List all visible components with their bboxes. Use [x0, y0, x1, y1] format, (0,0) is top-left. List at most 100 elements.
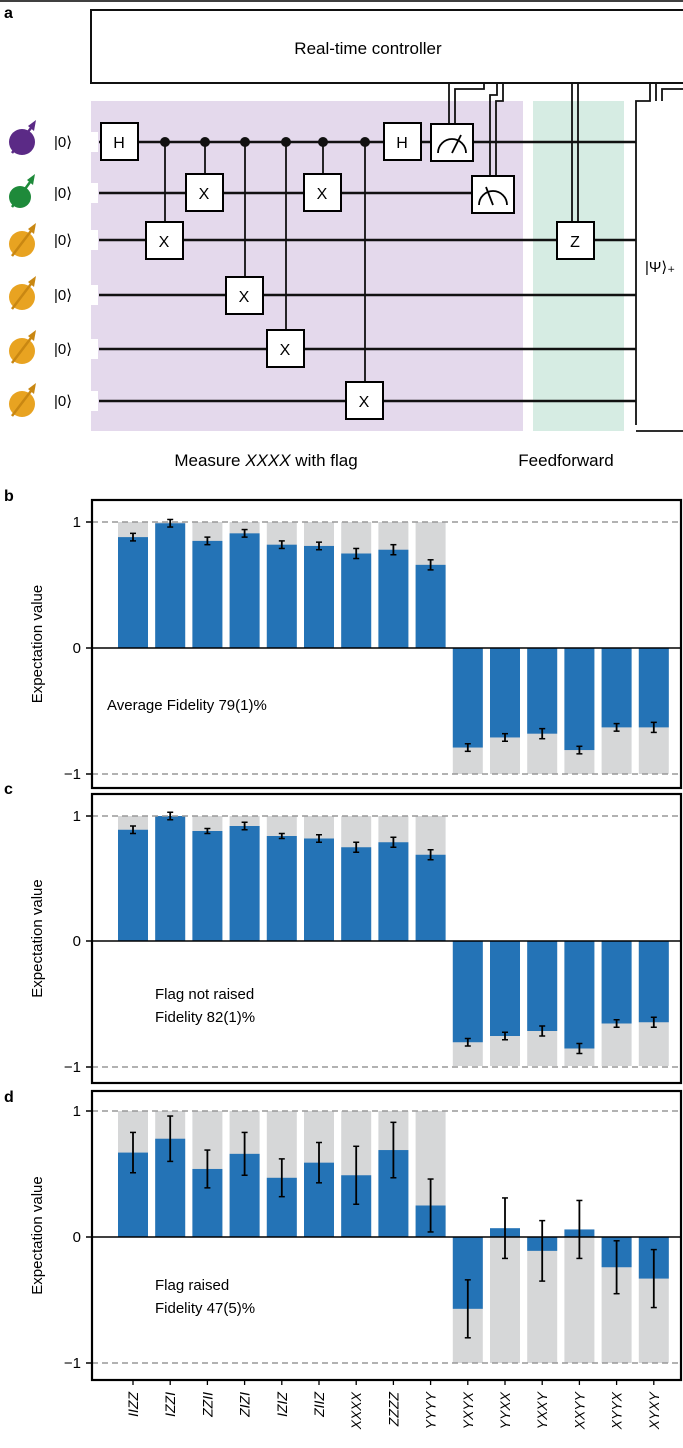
- svg-text:X: X: [199, 186, 210, 203]
- classical-wires: [448, 83, 683, 432]
- panel-label-c: c: [4, 781, 13, 798]
- gate-h-2: H: [383, 122, 422, 161]
- data-bar: [341, 847, 372, 941]
- svg-text:X: X: [359, 394, 370, 411]
- y-axis-label: Expectation value: [29, 585, 46, 703]
- data-bar: [638, 941, 669, 1023]
- qubit-sphere-icon: [9, 276, 36, 310]
- data-bar: [229, 826, 260, 941]
- data-bar: [341, 553, 372, 648]
- meter-icon: [430, 123, 474, 162]
- x-tick-label: YYYY: [423, 1390, 439, 1429]
- y-tick-label: 1: [73, 808, 81, 825]
- measure-caption: Measure XXXX with flag: [174, 451, 357, 470]
- x-tick-label: ZIZI: [237, 1392, 253, 1418]
- svg-text:X: X: [317, 186, 328, 203]
- plot-frame: [90, 498, 683, 790]
- y-axis-label: Expectation value: [29, 1176, 46, 1294]
- chart-panel-c: c 1 0 −1 Expectation value Flag not raised Fid…: [4, 781, 683, 1085]
- data-bar: [601, 648, 632, 728]
- output-state: |Ψ⟩₊: [645, 259, 675, 276]
- x-tick-label: YXXY: [534, 1390, 550, 1429]
- x-tick-label: IZIZ: [274, 1392, 290, 1417]
- data-bar: [490, 648, 520, 738]
- gate-x-2: X: [185, 173, 224, 212]
- x-tick-label: ZIIZ: [311, 1392, 327, 1418]
- x-tick-label: XYYX: [609, 1391, 625, 1430]
- x-tick-label: YYXX: [497, 1391, 513, 1429]
- svg-text:H: H: [113, 135, 125, 152]
- fidelity-annotation: Fidelity 82(1)%: [155, 1009, 255, 1026]
- data-bar: [490, 941, 520, 1036]
- init-state-label: |0⟩: [54, 393, 72, 410]
- y-tick-label: −1: [64, 1355, 81, 1372]
- controller-box-mask: [92, 11, 683, 82]
- init-state-label: |0⟩: [54, 287, 72, 304]
- feedforward-caption: Feedforward: [518, 451, 613, 470]
- init-state-labels: |0⟩ |0⟩ |0⟩ |0⟩ |0⟩ |0⟩: [50, 132, 98, 411]
- control-lines: [164, 142, 366, 401]
- qubit-icons: [9, 120, 36, 417]
- data-bar: [229, 533, 260, 648]
- gate-h-1: H: [100, 122, 139, 161]
- y-tick-label: 1: [73, 514, 81, 531]
- data-bar: [155, 816, 186, 941]
- fidelity-annotation: Fidelity 47(5)%: [155, 1300, 255, 1317]
- gate-x-6: X: [345, 381, 384, 420]
- panel-label-b: b: [4, 488, 14, 505]
- data-bar: [415, 854, 446, 941]
- chart-panel-b: b 1 0 −1 Expectation value Average Fidelity 7…: [4, 488, 683, 790]
- svg-text:X: X: [159, 234, 170, 251]
- qubit-sphere-icon: [9, 330, 36, 364]
- data-bar: [266, 544, 297, 648]
- svg-text:H: H: [396, 135, 408, 152]
- control-dots: [160, 137, 370, 147]
- meter-icon: [471, 175, 515, 214]
- y-tick-label: 0: [73, 1229, 81, 1246]
- qubit-sphere-icon: [9, 120, 36, 155]
- fidelity-annotation: Flag not raised: [155, 986, 254, 1003]
- svg-text:X: X: [239, 289, 250, 306]
- plot-frame: [90, 792, 683, 1085]
- x-tick-label: XXYY: [571, 1390, 587, 1430]
- gate-x-3: X: [225, 276, 264, 315]
- fidelity-annotation: Flag raised: [155, 1277, 229, 1294]
- data-bar: [304, 838, 334, 941]
- panel-label-a: a: [4, 5, 13, 22]
- data-bar: [564, 648, 595, 751]
- init-state-label: |0⟩: [54, 185, 72, 202]
- fidelity-annotation: Average Fidelity 79(1)%: [107, 697, 267, 714]
- panel-label-d: d: [4, 1089, 14, 1106]
- data-bar: [192, 831, 223, 941]
- data-bar: [601, 941, 632, 1024]
- data-bar: [527, 648, 558, 734]
- data-bar: [266, 836, 297, 941]
- data-bar: [378, 842, 409, 941]
- data-bar: [452, 941, 483, 1043]
- data-bar: [155, 523, 186, 648]
- y-tick-label: 1: [73, 1103, 81, 1120]
- gate-x-4: X: [266, 329, 305, 368]
- init-state-label: |0⟩: [54, 134, 72, 151]
- data-bar: [452, 648, 483, 748]
- svg-text:Z: Z: [570, 234, 580, 251]
- gate-x-5: X: [303, 173, 342, 212]
- data-bar: [118, 829, 148, 941]
- circuit-panel: a Real-time controller: [0, 0, 683, 470]
- gate-x-1: X: [145, 221, 184, 260]
- y-tick-label: −1: [64, 766, 81, 783]
- svg-text:X: X: [280, 342, 291, 359]
- init-state-label: |0⟩: [54, 232, 72, 249]
- x-tick-label: YXYX: [460, 1391, 476, 1429]
- x-tick-label: IZZI: [162, 1392, 178, 1417]
- x-tick-label: XYXY: [646, 1390, 662, 1430]
- qubit-sphere-icon: [9, 174, 35, 208]
- data-bar: [118, 537, 148, 648]
- y-tick-label: 0: [73, 933, 81, 950]
- data-bar: [192, 540, 223, 648]
- y-tick-label: −1: [64, 1059, 81, 1076]
- data-bar: [378, 549, 409, 648]
- data-bar: [527, 941, 558, 1031]
- data-bar: [304, 545, 334, 648]
